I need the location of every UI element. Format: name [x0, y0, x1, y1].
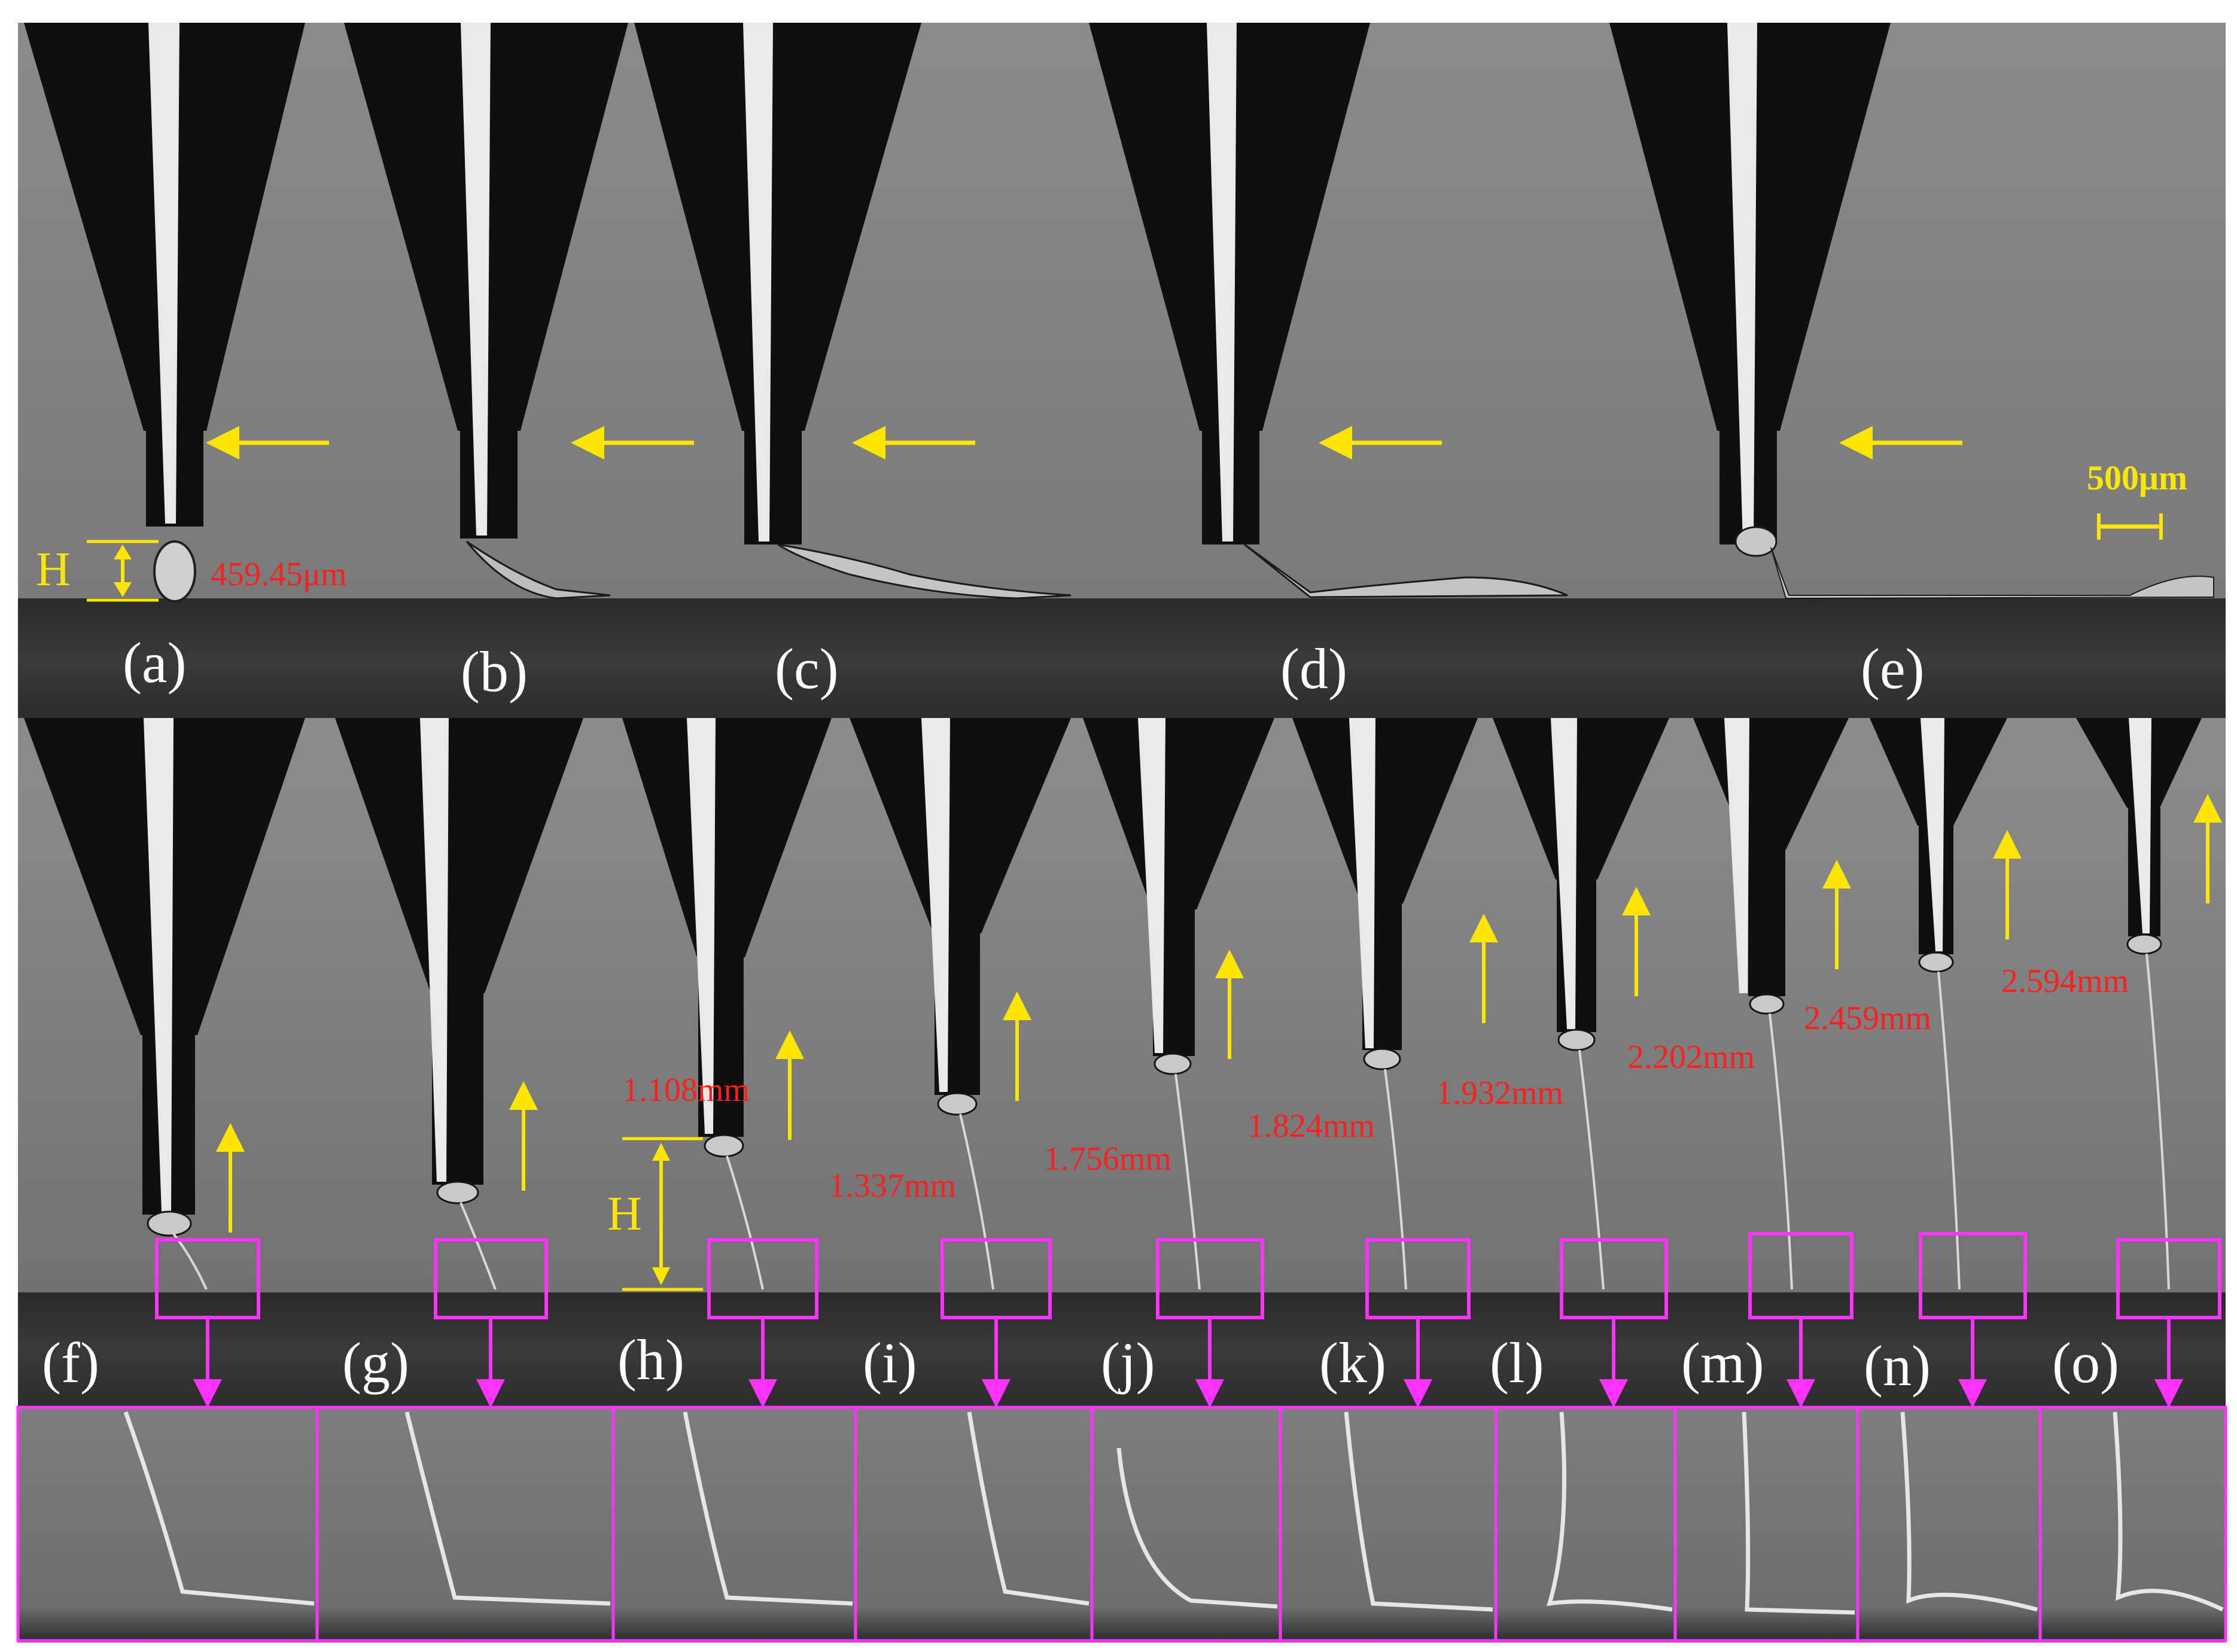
panel-label-b: (b)	[461, 640, 528, 704]
zoom-markers	[155, 1232, 2221, 1408]
droplet-a	[153, 540, 196, 603]
needle-a	[24, 23, 305, 527]
measurement-a: 459.45μm	[211, 556, 347, 593]
zoom-strip	[16, 1405, 2227, 1642]
measurement-j: 1.756mm	[1044, 1140, 1171, 1178]
panel-label-l: (l)	[1490, 1331, 1544, 1395]
needle-d	[1089, 23, 1370, 544]
needle-c	[634, 23, 921, 544]
panel-label-n: (n)	[1864, 1334, 1931, 1398]
panel-label-i: (i)	[863, 1331, 917, 1395]
height-label-a: H	[36, 543, 71, 596]
needle-k	[1292, 718, 1478, 1070]
measurement-o: 2.594mm	[2001, 963, 2129, 1000]
zoom-panel-o	[2038, 1405, 2227, 1642]
height-label-h: H	[607, 1188, 642, 1240]
liquid-thread-e	[1770, 547, 2214, 600]
measurement-l: 1.932mm	[1436, 1075, 1563, 1112]
needle-f	[24, 718, 305, 1237]
panel-label-h: (h)	[617, 1328, 684, 1392]
panel-label-m: (m)	[1681, 1331, 1764, 1395]
scale-bar: 500μm	[2087, 458, 2187, 540]
needle-h	[622, 718, 832, 1158]
panel-label-d: (d)	[1280, 637, 1347, 701]
bottom-substrate	[18, 1292, 2226, 1406]
liquid-thread-d	[1244, 543, 1568, 598]
scale-bar-label: 500μm	[2087, 458, 2187, 497]
up-arrows	[216, 794, 2222, 1233]
needle-m	[1693, 718, 1849, 1015]
needle-j	[1083, 718, 1274, 1075]
panel-label-f: (f)	[42, 1331, 99, 1395]
panel-label-e: (e)	[1861, 637, 1925, 701]
filaments	[172, 953, 2170, 1290]
zoom-filaments	[123, 1411, 2224, 1615]
height-indicator-a: H	[36, 540, 159, 602]
needle-i	[850, 718, 1071, 1116]
measurement-k: 1.824mm	[1247, 1108, 1375, 1145]
needle-b	[344, 23, 628, 539]
measurement-h: 1.108mm	[622, 1072, 750, 1109]
liquid-thread-b	[465, 540, 611, 600]
needle-e	[1609, 23, 1891, 544]
top-row: H 459.45μm 500μm (a) (b) (c) (d) (e)	[18, 23, 2226, 718]
panel-label-g: (g)	[342, 1331, 409, 1395]
needle-o	[2076, 718, 2202, 955]
liquid-thread-c	[777, 543, 1072, 600]
height-indicator-h: H	[607, 1137, 703, 1291]
panel-label-j: (j)	[1101, 1331, 1155, 1395]
top-substrate	[18, 598, 2226, 718]
needle-n	[1870, 718, 2007, 973]
measurement-i: 1.337mm	[829, 1167, 956, 1204]
panel-label-k: (k)	[1319, 1331, 1386, 1395]
needle-g	[335, 718, 583, 1204]
measurement-n: 2.459mm	[1804, 1000, 1931, 1037]
zoom-panel-frames	[16, 1405, 2227, 1642]
needle-l	[1493, 718, 1669, 1051]
panel-label-a: (a)	[123, 631, 187, 695]
panel-label-c: (c)	[775, 637, 839, 701]
panel-label-o: (o)	[2052, 1331, 2119, 1395]
bottom-row: H 1.108mm 1.337mm 1.756mm 1.824mm 1.932m…	[18, 718, 2226, 1408]
droplet-e	[1734, 526, 1778, 557]
measurement-m: 2.202mm	[1627, 1039, 1755, 1076]
